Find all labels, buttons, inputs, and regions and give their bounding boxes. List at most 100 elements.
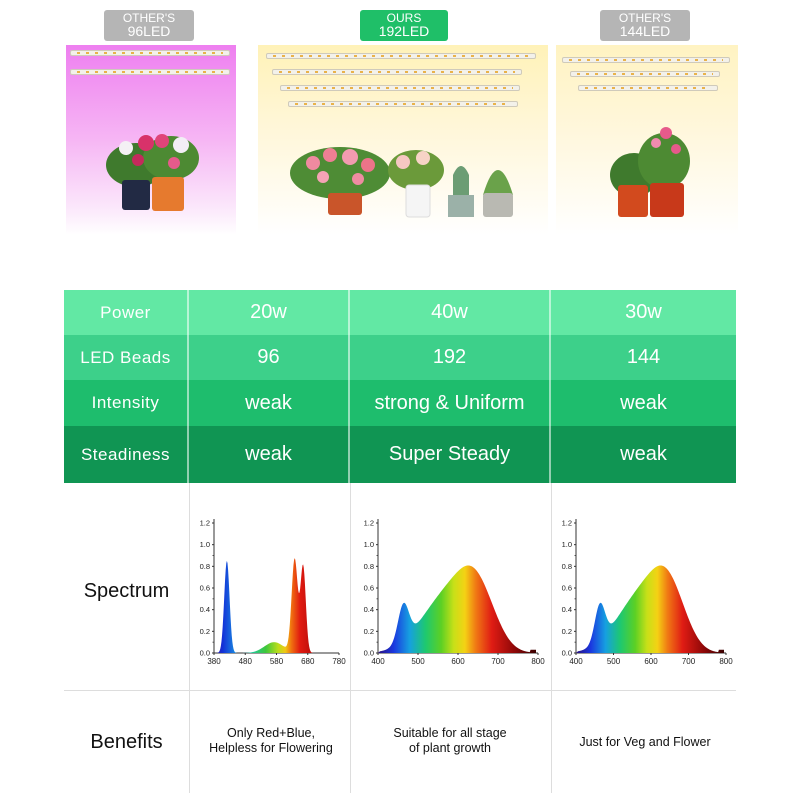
table-row-power: Power 20w 40w 30w [64, 290, 736, 335]
y-tick-label: 0.0 [562, 649, 572, 658]
y-tick-label: 0.8 [364, 562, 374, 571]
benefit-line-2: of plant growth [409, 741, 491, 755]
benefit-line-2: Helpless for Flowering [209, 741, 333, 755]
x-tick-label: 680 [301, 657, 315, 666]
x-tick-label: 380 [207, 657, 221, 666]
lower-section: Spectrum Benefits 1.2 1.0 0.8 0.6 0.4 0.2 0.0 3… [64, 483, 736, 793]
led-bar [562, 57, 730, 63]
led-bar [272, 69, 522, 75]
y-tick-label: 1.0 [562, 540, 572, 549]
benefit-192led: Suitable for all stage of plant growth [354, 726, 546, 756]
led-bar [266, 53, 536, 59]
column-divider [551, 483, 552, 793]
value-96led: weak [189, 380, 350, 426]
badge-top-text: OTHER'S [122, 11, 176, 25]
y-tick-label: 0.6 [200, 584, 210, 593]
badge-bottom-text: 96LED [127, 23, 171, 39]
row-label: LED Beads [64, 335, 189, 380]
x-tick-label: 600 [644, 657, 658, 666]
photo-panel-144led [556, 45, 738, 235]
y-tick-label: 0.8 [562, 562, 572, 571]
y-tick-label: 1.0 [200, 540, 210, 549]
benefit-line-1: Only Red+Blue, [227, 726, 315, 740]
y-tick-label: 0.0 [200, 649, 210, 658]
value-96led: 96 [189, 335, 350, 380]
value-96led: weak [189, 426, 350, 483]
x-tick-label: 700 [491, 657, 505, 666]
table-row-intensity: Intensity weak strong & Uniform weak [64, 380, 736, 426]
x-tick-label: 600 [451, 657, 465, 666]
y-tick-label: 0.0 [364, 649, 374, 658]
benefit-96led: Only Red+Blue, Helpless for Flowering [192, 726, 350, 756]
led-bar [570, 71, 720, 77]
value-144led: weak [620, 443, 667, 465]
y-tick-label: 0.4 [364, 605, 374, 614]
spectrum-curve [378, 565, 536, 653]
plant-pots-image [290, 147, 513, 218]
y-tick-label: 0.8 [200, 562, 210, 571]
y-tick-label: 1.2 [364, 519, 374, 528]
column-divider [189, 483, 190, 793]
x-tick-label: 800 [531, 657, 545, 666]
benefits-label: Benefits [90, 731, 163, 753]
y-tick-label: 0.2 [562, 627, 572, 636]
y-tick-label: 0.2 [200, 627, 210, 636]
badge-ours-192led: OURS 192LED [360, 10, 448, 41]
y-tick-label: 0.4 [562, 605, 572, 614]
x-tick-label: 480 [239, 657, 253, 666]
table-row-steadiness: Steadiness weak Super Steady weak [64, 426, 736, 483]
row-divider [64, 690, 736, 691]
value-192led: 40w [350, 290, 551, 335]
badge-bottom-text: 144LED [619, 23, 671, 39]
x-tick-label: 500 [607, 657, 621, 666]
spectrum-label: Spectrum [83, 580, 170, 602]
x-tick-label: 580 [270, 657, 284, 666]
value-192led: strong & Uniform [350, 380, 551, 426]
value-144led: 144 [626, 346, 661, 368]
row-label: Intensity [64, 380, 189, 426]
badge-others-96led: OTHER'S 96LED [104, 10, 194, 41]
photo-panel-192led [258, 45, 548, 235]
benefit-line-1: Suitable for all stage [393, 726, 507, 740]
y-tick-label: 1.2 [200, 519, 210, 528]
badge-top-text: OURS [386, 11, 422, 25]
led-bar [70, 50, 230, 56]
x-tick-label: 780 [332, 657, 346, 666]
value-144led: weak [620, 391, 667, 414]
value-192led: 192 [350, 335, 551, 380]
led-bar [280, 85, 520, 91]
y-tick-label: 0.2 [364, 627, 374, 636]
benefit-line-1: Just for Veg and Flower [579, 735, 711, 749]
x-tick-label: 800 [719, 657, 733, 666]
led-bar [70, 69, 230, 75]
spectrum-curve [214, 558, 337, 653]
y-tick-label: 0.4 [200, 605, 210, 614]
badge-others-144led: OTHER'S 144LED [600, 10, 690, 41]
column-divider [350, 483, 351, 793]
badge-bottom-text: 192LED [378, 23, 430, 39]
led-bar [288, 101, 518, 107]
y-tick-label: 0.6 [364, 584, 374, 593]
value-144led: 30w [625, 301, 662, 323]
photo-panel-96led [66, 45, 236, 235]
badge-top-text: OTHER'S [618, 11, 672, 25]
benefit-144led: Just for Veg and Flower [554, 735, 736, 750]
y-tick-label: 0.6 [562, 584, 572, 593]
spectrum-curve [576, 565, 724, 653]
x-tick-label: 400 [371, 657, 385, 666]
table-row-led-beads: LED Beads 96 192 144 [64, 335, 736, 380]
x-tick-label: 400 [569, 657, 583, 666]
y-tick-label: 1.2 [562, 519, 572, 528]
led-bar [578, 85, 718, 91]
value-96led: 20w [189, 290, 350, 335]
x-tick-label: 700 [682, 657, 696, 666]
y-tick-label: 1.0 [364, 540, 374, 549]
x-tick-label: 500 [411, 657, 425, 666]
row-label: Steadiness [64, 426, 189, 483]
plant-pots-image [106, 134, 199, 211]
row-label: Power [64, 290, 189, 335]
value-192led: Super Steady [350, 426, 551, 483]
